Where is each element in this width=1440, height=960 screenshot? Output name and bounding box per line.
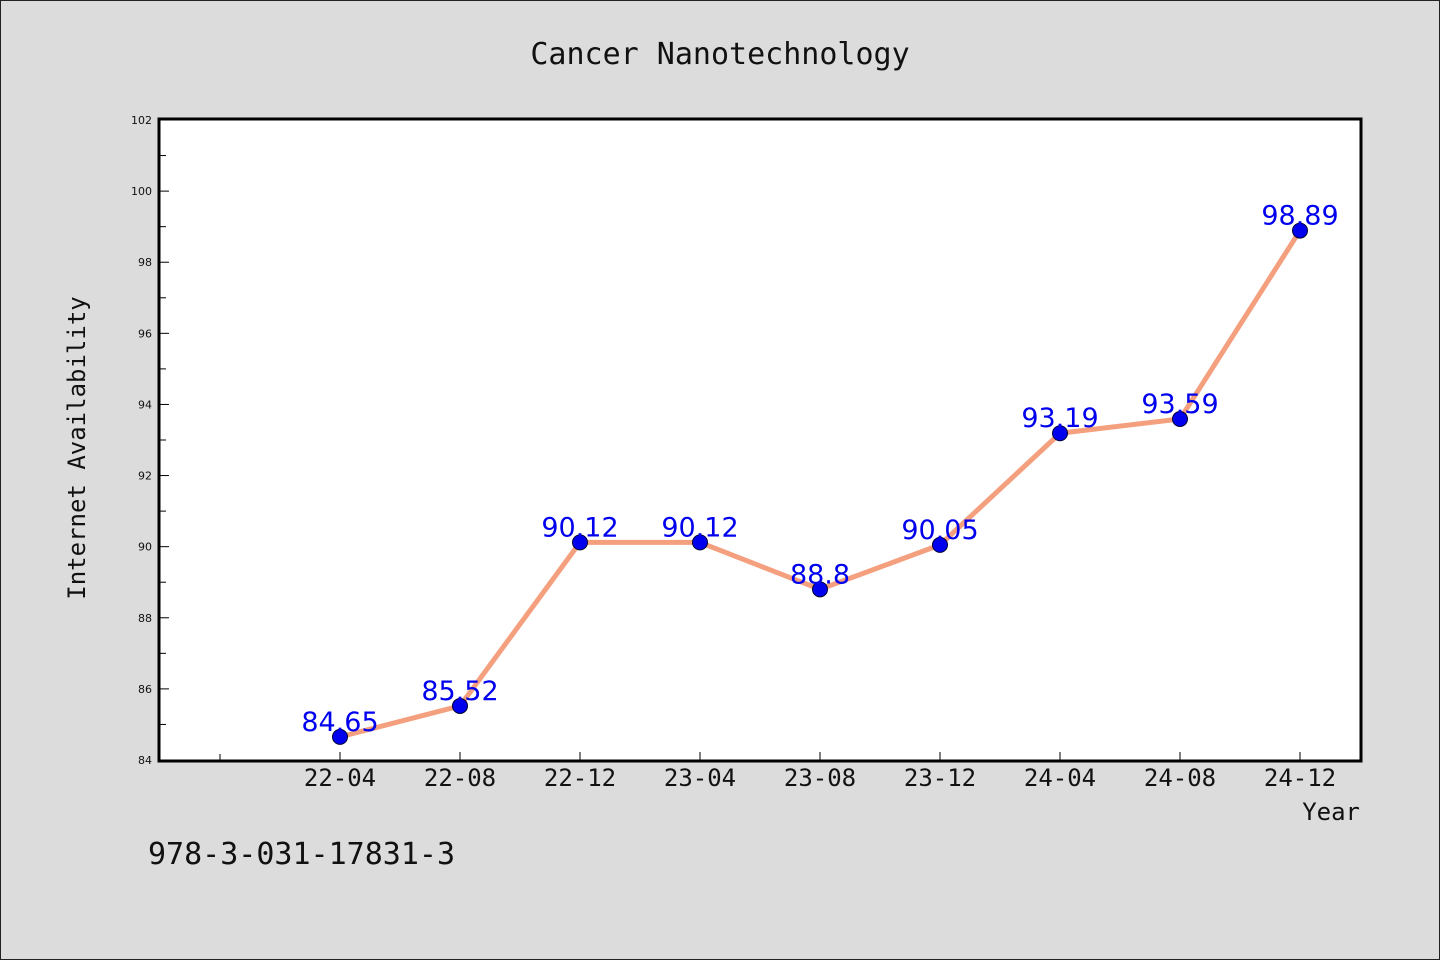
y-tick-label: 98: [138, 256, 152, 269]
x-tick-label: 22-04: [304, 764, 376, 792]
y-tick-label: 92: [138, 470, 152, 483]
data-label: 93.19: [1021, 403, 1098, 434]
data-label: 90.12: [661, 512, 738, 543]
data-point: [932, 536, 948, 553]
x-tick-label: 24-12: [1264, 764, 1336, 792]
x-tick-label: 22-12: [544, 764, 616, 792]
y-tick-label: 88: [138, 612, 152, 625]
chart-title: Cancer Nanotechnology: [530, 37, 909, 72]
x-axis-label: Year: [1302, 798, 1360, 826]
x-tick-label: 24-08: [1144, 764, 1216, 792]
x-tick-label: 23-04: [664, 764, 736, 792]
data-label: 90.12: [541, 512, 618, 543]
y-tick-label: 84: [138, 754, 152, 767]
data-point: [332, 728, 348, 745]
series-line-group: 84.65 85.52 90.12 90.12 88.8 90.05 93.19 93.59 9…: [301, 201, 1339, 745]
y-axis-label: Internet Availability: [63, 296, 91, 599]
y-tick-label: 86: [138, 683, 152, 696]
data-point: [692, 534, 708, 551]
data-point: [572, 534, 588, 551]
data-point: [1052, 425, 1068, 442]
data-label: 84.65: [301, 707, 378, 738]
data-label: 93.59: [1141, 389, 1218, 420]
data-point: [1292, 222, 1308, 239]
footer-code: 978-3-031-17831-3: [148, 837, 455, 872]
x-axis: 22-04 22-08 22-12 23-04 23-08 23-12 24-04 24-08…: [219, 752, 1336, 792]
y-tick-label: 102: [131, 114, 152, 127]
x-tick-label: 22-08: [424, 764, 496, 792]
x-tick-label: 24-04: [1024, 764, 1096, 792]
data-point: [452, 697, 468, 714]
data-point: [1172, 411, 1188, 428]
plot-area: [157, 117, 1363, 763]
data-point: [812, 581, 828, 598]
y-tick-label: 94: [138, 398, 152, 411]
data-label: 90.05: [901, 515, 978, 546]
y-tick-label: 90: [138, 541, 152, 554]
x-tick-label: 23-08: [784, 764, 856, 792]
data-label: 88.8: [790, 559, 850, 590]
y-axis: 84 86 88 90 92 94 96 98 100 102: [131, 114, 169, 767]
x-tick-label: 23-12: [904, 764, 976, 792]
y-tick-label: 100: [131, 185, 152, 198]
data-label: 85.52: [421, 676, 498, 707]
data-label: 98.89: [1261, 201, 1338, 232]
y-tick-label: 96: [138, 327, 152, 340]
